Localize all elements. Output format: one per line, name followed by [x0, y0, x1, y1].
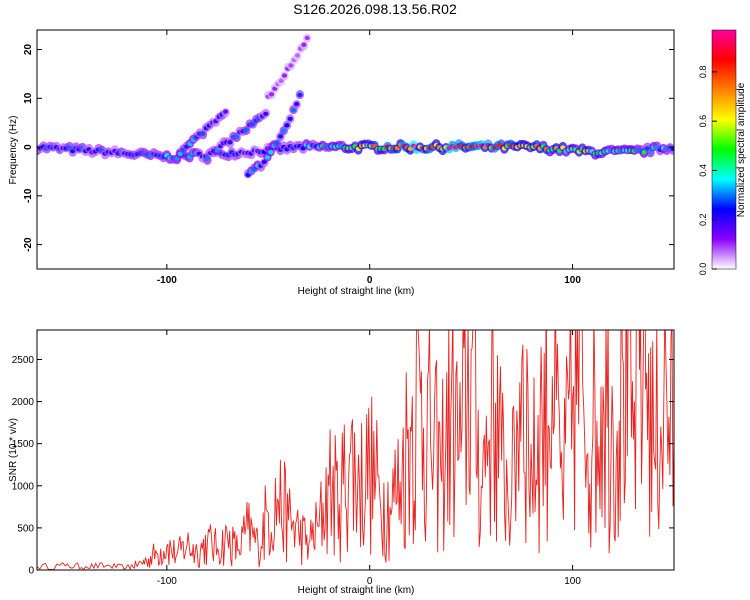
colorbar-tick-label: 0.2 — [698, 213, 708, 226]
heat-blob-core — [227, 140, 233, 145]
heat-blob-core — [281, 128, 287, 133]
heat-blob-core — [670, 146, 674, 152]
heat-blob-core — [294, 101, 300, 107]
heat-blob-core — [274, 140, 280, 146]
heat-blob-core — [290, 107, 297, 113]
heat-blob-core — [204, 156, 211, 162]
y-tick-label: -10 — [23, 188, 34, 203]
heat-feature-1 — [172, 107, 230, 165]
heat-blob-core — [277, 134, 284, 139]
heat-feature-4 — [264, 33, 312, 100]
colorbar-gradient — [711, 29, 737, 270]
colorbar-label: Normalized spectral amplitude — [736, 82, 747, 217]
colorbar-ticks: 0.0 0.2 0.4 0.6 0.8 — [698, 66, 717, 276]
y-tick-label: 0 — [23, 144, 34, 150]
heat-blob-core — [294, 53, 301, 58]
colorbar-tick-label: 0.4 — [698, 164, 708, 177]
colorbar-tick-label: 0.6 — [698, 115, 708, 128]
chart-title: S126.2026.098.13.56.R02 — [293, 1, 457, 17]
colorbar-tick-label: 0.0 — [698, 263, 708, 276]
x-tick-label: 0 — [367, 576, 373, 587]
heat-blob-core — [263, 111, 269, 117]
snr-frame — [36, 329, 675, 571]
spectrogram-heat-layer — [37, 33, 674, 179]
heat-blob-core — [234, 134, 240, 139]
spectrogram-y-label: Frequency (Hz) — [8, 116, 19, 185]
heat-feature-3 — [243, 89, 305, 179]
heat-blob-core — [268, 149, 274, 155]
heat-blob-core — [288, 63, 294, 68]
y-tick-label: 10 — [23, 92, 34, 104]
x-tick-label: 100 — [564, 576, 581, 587]
y-tick-label: -20 — [23, 237, 34, 252]
x-tick-label: -100 — [157, 576, 177, 587]
snr-line-layer — [37, 330, 674, 570]
colorbar: 0.0 0.2 0.4 0.6 0.8 Normalized spectral ampl… — [698, 29, 747, 276]
y-tick-label: 0 — [28, 566, 34, 577]
snr-y-label: SNR (10 * v/v) — [8, 418, 19, 482]
heat-blob-core — [304, 35, 310, 41]
colorbar-tick-label: 0.8 — [698, 66, 708, 79]
x-tick-label: -100 — [157, 275, 177, 286]
snr-plot-area — [37, 330, 674, 570]
x-tick-label: 0 — [367, 275, 373, 286]
snr-series-line — [37, 330, 674, 570]
y-tick-label: 2500 — [12, 355, 35, 366]
heat-blob-core — [287, 116, 293, 121]
heat-feature-2 — [203, 108, 271, 165]
heat-blob-core — [284, 123, 290, 128]
heat-blob-core — [264, 155, 271, 160]
heat-blob-core — [297, 92, 303, 98]
y-tick-label: 1000 — [12, 481, 35, 492]
spectrogram-frame — [36, 29, 675, 270]
y-tick-label: 1500 — [12, 439, 35, 450]
heat-blob-core — [281, 73, 288, 78]
y-tick-label: 20 — [23, 44, 34, 56]
heat-blob-core — [223, 109, 229, 114]
y-tick-label: 500 — [17, 523, 34, 534]
heat-blob-core — [243, 127, 249, 132]
heat-blob-core — [200, 131, 206, 136]
y-tick-label: 2000 — [12, 397, 35, 408]
heat-blob-core — [301, 42, 307, 47]
x-tick-label: 100 — [564, 275, 581, 286]
heat-blob-core — [268, 92, 275, 97]
snr-x-label: Height of straight line (km) — [298, 585, 415, 596]
spectrogram-x-label: Height of straight line (km) — [298, 286, 415, 297]
